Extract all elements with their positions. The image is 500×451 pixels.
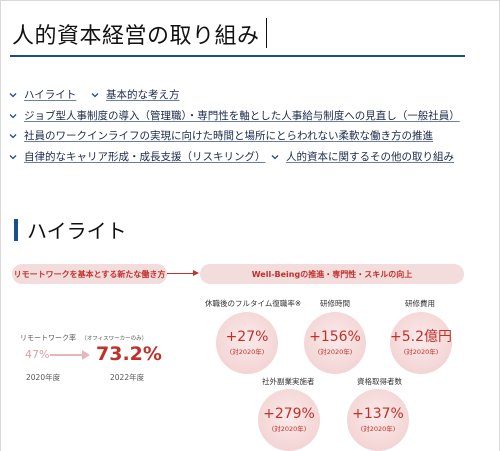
metric-sub: (対2020年) <box>360 425 396 433</box>
metric-label-certifications: 資格取得者数 <box>357 377 402 386</box>
band-connector-line <box>167 273 197 274</box>
nav-item-other-initiatives[interactable]: 人的資本に関するその他の取り組み <box>270 149 454 164</box>
nav-item-basic-approach[interactable]: 基本的な考え方 <box>90 87 180 102</box>
remote-work-note: （オフィスワーカーのみ） <box>81 336 148 342</box>
metric-value: +156% <box>309 329 361 345</box>
section-title: ハイライト <box>27 219 127 243</box>
page-title: 人的資本経営の取り組み <box>12 24 260 49</box>
remote-work-old-year: 2020年度 <box>26 373 61 382</box>
nav-item-highlight[interactable]: ハイライト <box>8 87 76 102</box>
metric-bubble-return-rate: +27% (対2020年) <box>216 312 278 374</box>
remote-work-label-text: リモートワーク率 <box>20 334 76 342</box>
metric-label-side-jobs: 社外副業実施者 <box>262 377 315 386</box>
metric-label-training-cost: 研修費用 <box>405 299 435 308</box>
metric-sub: (対2020年) <box>271 425 307 433</box>
remote-work-new-year: 2022年度 <box>110 373 145 382</box>
remote-work-label: リモートワーク率 （オフィスワーカーのみ） <box>20 333 147 343</box>
nav-item-career-growth[interactable]: 自律的なキャリア形成・成長支援（リスキリング） <box>8 149 266 164</box>
remote-work-old-value: 47% <box>25 348 50 361</box>
chevron-down-icon <box>8 111 18 121</box>
metric-value: +5.2億円 <box>390 329 452 345</box>
remote-work-band: リモートワークを基本とする新たな働き方 <box>12 264 167 284</box>
chevron-down-icon <box>8 131 18 141</box>
metric-value: +137% <box>352 406 404 422</box>
chevron-down-icon <box>90 90 100 100</box>
metric-bubble-training-hours: +156% (対2020年) <box>304 312 366 374</box>
nav-item-label: 社員のワークインライフの実現に向けた時間と場所にとらわれない柔軟な働き方の推進 <box>24 130 433 142</box>
metric-bubble-certifications: +137% (対2020年) <box>347 389 409 451</box>
metric-value: +279% <box>263 406 315 422</box>
chevron-down-icon <box>270 152 280 162</box>
metric-sub: (対2020年) <box>403 348 439 356</box>
nav-item-label: 自律的なキャリア形成・成長支援（リスキリング） <box>24 151 266 163</box>
chevron-down-icon <box>8 90 18 100</box>
growth-arrow-icon <box>82 350 90 360</box>
metric-value: +27% <box>225 329 269 345</box>
metric-sub: (対2020年) <box>229 348 265 356</box>
nav-item-label: ジョブ型人事制度の導入（管理職）・専門性を軸とした人事給与制度への見直し（一般社… <box>24 110 460 122</box>
nav-item-label: 基本的な考え方 <box>106 89 180 101</box>
wellbeing-band: Well-Beingの推進・専門性・スキルの向上 <box>200 264 464 284</box>
arrow-right-icon <box>193 270 199 276</box>
chevron-down-icon <box>8 152 18 162</box>
nav-item-flexible-work[interactable]: 社員のワークインライフの実現に向けた時間と場所にとらわれない柔軟な働き方の推進 <box>8 128 433 143</box>
nav-item-label: ハイライト <box>24 89 77 101</box>
metric-label-training-hours: 研修時間 <box>320 299 350 308</box>
metric-bubble-side-jobs: +279% (対2020年) <box>258 389 320 451</box>
metric-bubble-training-cost: +5.2億円 (対2020年) <box>390 312 452 374</box>
text-cursor <box>266 18 267 48</box>
title-underline <box>10 55 465 57</box>
section-accent-bar <box>14 219 18 241</box>
nav-item-label: 人的資本に関するその他の取り組み <box>286 151 454 163</box>
metric-sub: (対2020年) <box>317 348 353 356</box>
growth-arrow-line <box>50 354 84 356</box>
nav-item-job-based-system[interactable]: ジョブ型人事制度の導入（管理職）・専門性を軸とした人事給与制度への見直し（一般社… <box>8 108 460 123</box>
metric-label-return-rate: 休職後のフルタイム復職率※ <box>205 299 302 308</box>
remote-work-new-value: 73.2% <box>96 343 162 365</box>
